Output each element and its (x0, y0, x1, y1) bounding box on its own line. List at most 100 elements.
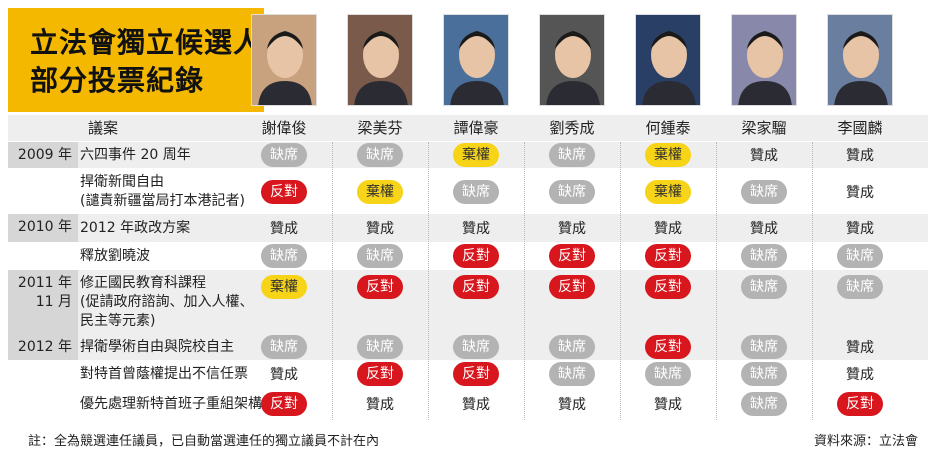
vote-absent-badge: 缺席 (741, 392, 787, 416)
vote-absent-badge: 缺席 (549, 143, 595, 167)
vote-cell: 反對 (624, 272, 712, 302)
vote-for-text: 贊成 (366, 221, 394, 237)
vote-cell: 缺席 (816, 242, 904, 270)
vote-cell: 贊成 (240, 360, 328, 388)
vote-cell: 贊成 (336, 388, 424, 420)
member-name-header: 李國麟 (837, 119, 883, 137)
vote-for-text: 贊成 (846, 185, 874, 201)
vote-against-badge: 反對 (357, 275, 403, 299)
vote-absent-badge: 缺席 (453, 180, 499, 204)
vote-absent-badge: 缺席 (261, 335, 307, 359)
vote-absent-badge: 缺席 (261, 143, 307, 167)
vote-cell: 贊成 (720, 214, 808, 242)
vote-for-text: 贊成 (654, 397, 682, 413)
vote-absent-badge: 缺席 (741, 244, 787, 268)
vote-abstain-badge: 棄權 (453, 143, 499, 167)
member-name-header: 何鍾泰 (645, 119, 691, 137)
vote-abstain-badge: 棄權 (357, 180, 403, 204)
bill-title: 捍衛學術自由與院校自主 (80, 338, 234, 355)
column-divider (332, 142, 333, 420)
vote-absent-badge: 缺席 (549, 362, 595, 386)
vote-abstain-badge: 棄權 (645, 143, 691, 167)
vote-cell: 贊成 (624, 388, 712, 420)
vote-against-badge: 反對 (357, 362, 403, 386)
vote-cell: 贊成 (816, 170, 904, 214)
vote-absent-badge: 缺席 (741, 180, 787, 204)
title-line-2: 部分投票紀錄 (30, 64, 205, 97)
vote-cell: 贊成 (336, 214, 424, 242)
vote-cell: 反對 (528, 242, 616, 270)
vote-abstain-badge: 棄權 (645, 180, 691, 204)
vote-cell: 棄權 (336, 170, 424, 214)
vote-for-text: 贊成 (750, 221, 778, 237)
vote-for-text: 贊成 (846, 221, 874, 237)
vote-for-text: 贊成 (654, 221, 682, 237)
vote-cell: 贊成 (816, 360, 904, 388)
column-divider (716, 142, 717, 420)
vote-cell: 缺席 (240, 334, 328, 360)
vote-abstain-badge: 棄權 (261, 275, 307, 299)
year-label: 2011 年 11 月 (17, 275, 72, 310)
column-divider (524, 142, 525, 420)
vote-for-text: 贊成 (270, 367, 298, 383)
vote-for-text: 贊成 (270, 221, 298, 237)
vote-for-text: 贊成 (558, 397, 586, 413)
vote-against-badge: 反對 (645, 244, 691, 268)
vote-against-badge: 反對 (837, 392, 883, 416)
member-photo (731, 14, 797, 106)
vote-cell: 缺席 (528, 170, 616, 214)
vote-absent-badge: 缺席 (837, 275, 883, 299)
vote-cell: 反對 (240, 170, 328, 214)
member-photo (635, 14, 701, 106)
bill-title: 2012 年政改方案 (80, 219, 191, 236)
bill-title: 捍衛新聞自由 (譴責新疆當局打本港記者) (80, 174, 245, 209)
vote-absent-badge: 缺席 (357, 143, 403, 167)
bill-title: 六四事件 20 周年 (80, 146, 191, 163)
member-photo (347, 14, 413, 106)
year-cell-background (8, 214, 78, 242)
vote-cell: 反對 (528, 272, 616, 302)
year-label: 2012 年 (17, 339, 72, 355)
vote-cell: 缺席 (720, 388, 808, 420)
vote-cell: 棄權 (624, 170, 712, 214)
member-photo (251, 14, 317, 106)
year-label: 2010 年 (17, 219, 72, 235)
table-row-background (8, 214, 928, 242)
vote-cell: 贊成 (816, 214, 904, 242)
vote-cell: 棄權 (432, 142, 520, 168)
member-name-header: 譚偉豪 (453, 119, 499, 137)
member-photo (827, 14, 893, 106)
vote-cell: 缺席 (432, 170, 520, 214)
title-banner: 立法會獨立候選人 部分投票紀錄 (8, 8, 264, 112)
vote-cell: 缺席 (336, 242, 424, 270)
vote-cell: 贊成 (816, 142, 904, 168)
vote-absent-badge: 缺席 (357, 335, 403, 359)
vote-cell: 缺席 (336, 334, 424, 360)
vote-absent-badge: 缺席 (549, 180, 595, 204)
vote-against-badge: 反對 (453, 362, 499, 386)
vote-cell: 缺席 (432, 334, 520, 360)
vote-against-badge: 反對 (453, 244, 499, 268)
footnote: 註：全為競選連任議員，已自動當選連任的獨立議員不計在內 (28, 434, 380, 449)
bill-title: 修正國民教育科課程 (促請政府諮詢、加入人權、 民主等元素) (80, 274, 254, 329)
vote-cell: 贊成 (528, 388, 616, 420)
vote-cell: 缺席 (720, 170, 808, 214)
vote-cell: 贊成 (432, 214, 520, 242)
vote-against-badge: 反對 (549, 275, 595, 299)
vote-cell: 贊成 (432, 388, 520, 420)
vote-cell: 缺席 (240, 242, 328, 270)
year-cell-background (8, 142, 78, 168)
vote-for-text: 贊成 (846, 148, 874, 164)
member-photo (539, 14, 605, 106)
source-credit: 資料來源：立法會 (813, 434, 918, 449)
vote-cell: 缺席 (528, 334, 616, 360)
vote-absent-badge: 缺席 (645, 362, 691, 386)
member-name-header: 劉秀成 (549, 119, 595, 137)
column-divider (428, 142, 429, 420)
vote-cell: 反對 (816, 388, 904, 420)
vote-cell: 贊成 (624, 214, 712, 242)
vote-for-text: 贊成 (558, 221, 586, 237)
vote-cell: 反對 (432, 242, 520, 270)
bill-title: 釋放劉曉波 (80, 247, 150, 264)
vote-against-badge: 反對 (645, 335, 691, 359)
